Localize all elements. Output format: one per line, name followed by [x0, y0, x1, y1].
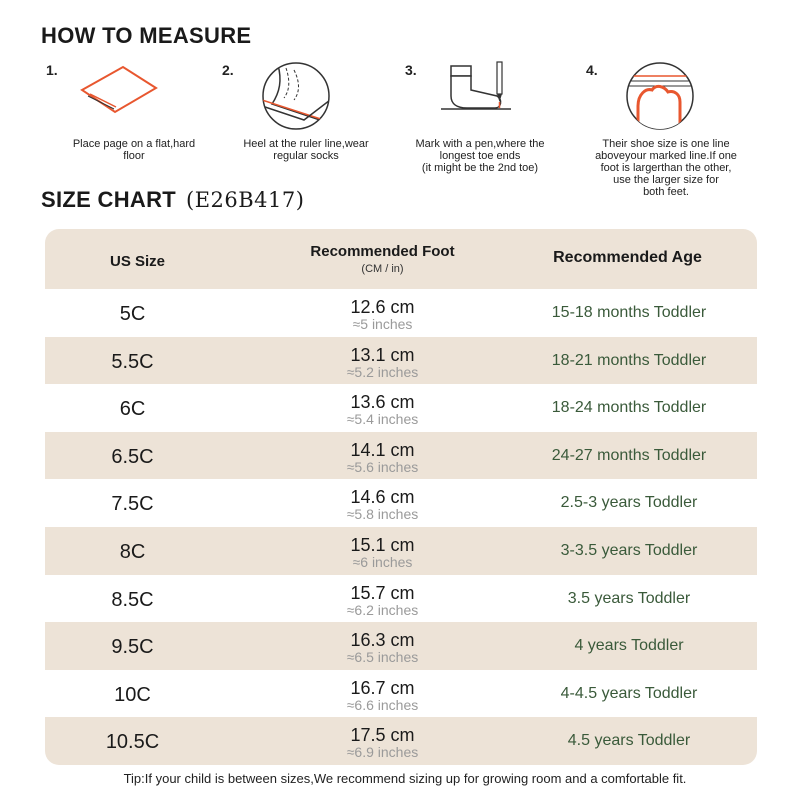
foot-cm: 15.1 cm [350, 534, 415, 555]
age-cell: 18-24 months Toddler [551, 399, 707, 417]
foot-length-cell: 17.5 cm ≈6.9 inches [250, 726, 515, 760]
table-row: 6C 13.6 cm ≈5.4 inches 18-24 months Toddl… [45, 384, 757, 432]
foot-cm: 15.7 cm [350, 582, 415, 603]
foot-cm: 13.6 cm [350, 392, 415, 413]
table-row: 10.5C 17.5 cm ≈6.9 inches 4.5 years Toddl… [45, 717, 757, 765]
table-row: 6.5C 14.1 cm ≈5.6 inches 24-27 months Tod… [45, 431, 757, 480]
step-number: 2. [222, 62, 234, 78]
foot-length-cell: 16.3 cm ≈6.5 inches [250, 631, 515, 665]
header-recommended-foot: Recommended Foot (CM / in) [230, 243, 535, 275]
us-size-cell: 6C [119, 398, 146, 421]
foot-cm: 12.6 cm [350, 297, 415, 317]
foot-length-cell: 14.1 cm ≈5.6 inches [250, 439, 515, 475]
us-size-cell: 10.5C [105, 731, 160, 754]
age-cell: 24-27 months Toddler [551, 446, 707, 464]
age-cell: 4.5 years Toddler [567, 732, 691, 750]
age-cell: 2.5-3 years Toddler [560, 494, 698, 512]
foot-inches: ≈5.8 inches [346, 506, 419, 523]
foot-inches: ≈5.6 inches [346, 458, 419, 475]
toe-line-icon [626, 62, 694, 130]
table-header: US Size Recommended Foot (CM / in) Recom… [45, 229, 757, 289]
sock-pen-icon [441, 61, 511, 110]
sizing-tip: Tip:If your child is between sizes,We re… [123, 771, 687, 786]
age-cell: 15-18 months Toddler [551, 304, 707, 321]
us-size-cell: 9.5C [111, 636, 154, 659]
foot-inches: ≈5.4 inches [346, 411, 419, 428]
age-cell: 4-4.5 years Toddler [560, 684, 698, 702]
foot-length-cell: 13.1 cm ≈5.2 inches [250, 344, 515, 380]
table-row: 5.5C 13.1 cm ≈5.2 inches 18-21 months Tod… [45, 336, 757, 385]
foot-length-cell: 15.1 cm ≈6 inches [250, 534, 515, 570]
heel-ruler-icon [262, 62, 330, 130]
foot-length-cell: 14.6 cm ≈5.8 inches [250, 488, 515, 522]
step-2-text: Heel at the ruler line,wear regular sock… [243, 138, 369, 162]
foot-length-cell: 16.7 cm ≈6.6 inches [250, 677, 515, 713]
foot-inches: ≈6.5 inches [346, 649, 419, 666]
foot-length-cell: 12.6 cm ≈5 inches [250, 298, 515, 332]
header-recommended-age: Recommended Age [553, 249, 702, 266]
header-foot-unit: (CM / in) [361, 263, 404, 275]
step-3-text: Mark with a pen,where the longest toe en… [415, 138, 545, 174]
foot-cm: 13.1 cm [350, 344, 415, 365]
foot-cm: 16.7 cm [350, 677, 415, 698]
us-size-cell: 5C [119, 303, 146, 325]
header-us-size: US Size [109, 253, 166, 270]
size-chart-code: (E26B417) [186, 188, 305, 212]
foot-cm: 14.1 cm [350, 439, 415, 460]
age-cell: 4 years Toddler [574, 637, 684, 655]
size-chart-table: US Size Recommended Foot (CM / in) Recom… [45, 229, 757, 765]
step-1-text: Place page on a flat,hard floor [72, 138, 196, 162]
table-row: 10C 16.7 cm ≈6.6 inches 4-4.5 years Toddl… [45, 669, 757, 718]
foot-cm: 17.5 cm [350, 725, 415, 746]
us-size-cell: 7.5C [111, 493, 154, 516]
us-size-cell: 8.5C [111, 588, 154, 611]
how-to-measure-title: HOW TO MEASURE [41, 23, 252, 48]
step-number: 3. [405, 62, 417, 78]
table-row: 8C 15.1 cm ≈6 inches 3-3.5 years Toddler [45, 526, 757, 575]
step-number: 1. [46, 62, 58, 78]
table-row: 5C 12.6 cm ≈5 inches 15-18 months Toddler [45, 289, 757, 337]
age-cell: 18-21 months Toddler [551, 351, 707, 369]
foot-length-cell: 13.6 cm ≈5.4 inches [250, 393, 515, 427]
foot-cm: 16.3 cm [350, 630, 415, 651]
table-row: 8.5C 15.7 cm ≈6.2 inches 3.5 years Toddle… [45, 574, 757, 623]
us-size-cell: 8C [119, 540, 146, 563]
step-4-text: Their shoe size is one line aboveyour ma… [595, 138, 737, 198]
age-cell: 3.5 years Toddler [567, 589, 691, 607]
header-foot-label: Recommended Foot [310, 243, 455, 260]
table-row: 9.5C 16.3 cm ≈6.5 inches 4 years Toddler [45, 622, 757, 670]
foot-inches: ≈5.2 inches [346, 363, 419, 380]
foot-inches: ≈6.9 inches [346, 744, 419, 761]
table-body: 5C 12.6 cm ≈5 inches 15-18 months Toddler… [45, 289, 757, 765]
foot-length-cell: 15.7 cm ≈6.2 inches [250, 582, 515, 618]
size-chart-heading: SIZE CHART [41, 187, 176, 212]
foot-cm: 14.6 cm [350, 487, 415, 508]
foot-inches: ≈6.2 inches [346, 601, 419, 618]
us-size-cell: 6.5C [111, 445, 154, 468]
size-chart-title: SIZE CHART (E26B417) [41, 187, 304, 213]
table-row: 7.5C 14.6 cm ≈5.8 inches 2.5-3 years Todd… [45, 479, 757, 527]
foot-inches: ≈6 inches [352, 553, 413, 570]
paper-icon [80, 65, 158, 114]
foot-inches: ≈5 inches [352, 316, 413, 332]
us-size-cell: 10C [114, 683, 151, 706]
step-number: 4. [586, 62, 598, 78]
age-cell: 3-3.5 years Toddler [560, 541, 698, 559]
foot-inches: ≈6.6 inches [346, 696, 419, 713]
us-size-cell: 5.5C [111, 350, 154, 373]
